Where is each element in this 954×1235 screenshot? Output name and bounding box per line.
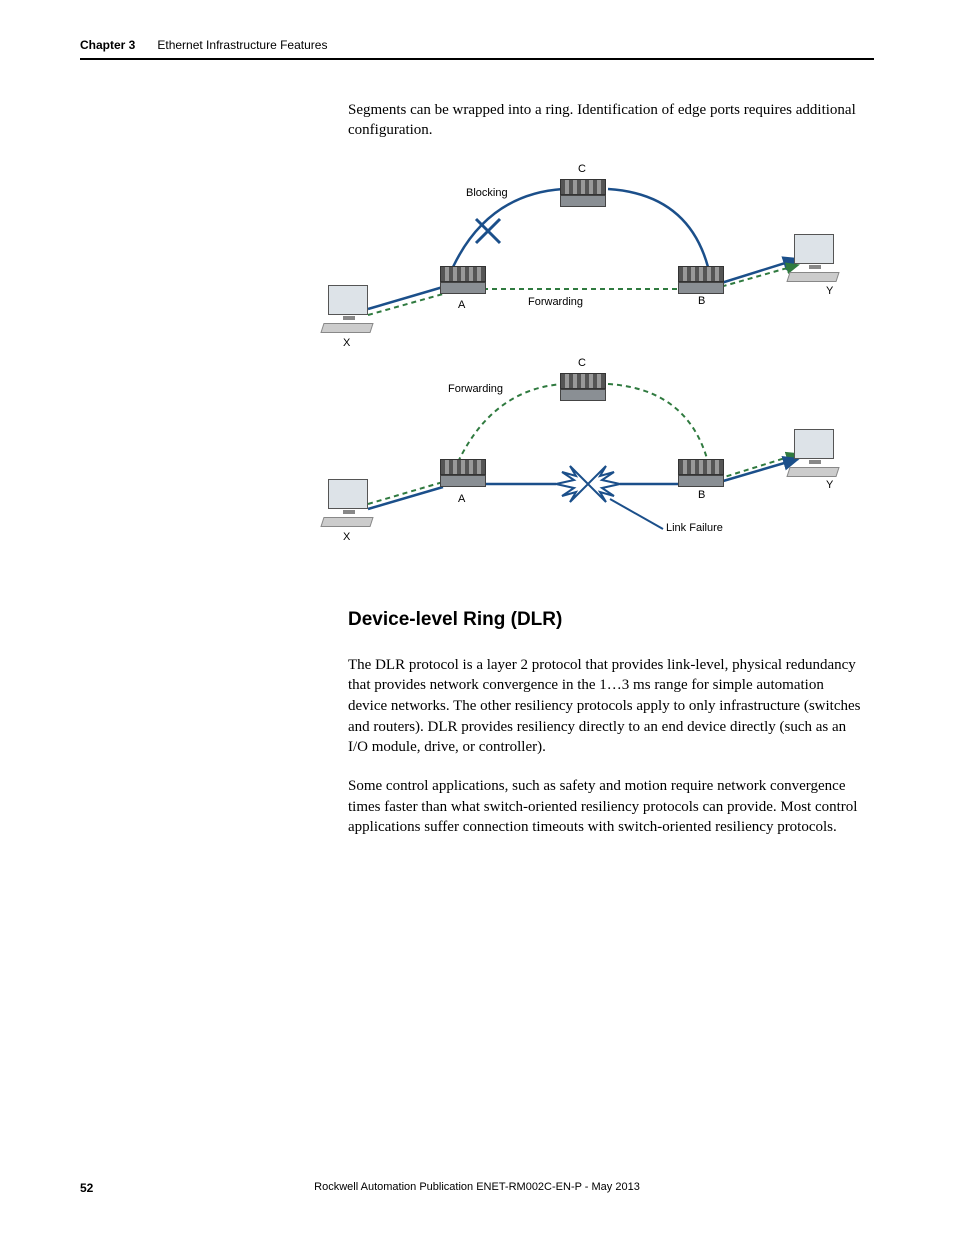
computer-y-top xyxy=(788,234,840,282)
page-header: Chapter 3 Ethernet Infrastructure Featur… xyxy=(80,38,874,60)
switch-c-bottom xyxy=(560,371,606,401)
label-a-top: A xyxy=(458,299,465,311)
switch-a-top xyxy=(440,264,486,294)
chapter-label: Chapter 3 xyxy=(80,38,135,52)
label-link-failure: Link Failure xyxy=(666,522,723,534)
label-c-bottom: C xyxy=(578,357,586,369)
switch-a-bottom xyxy=(440,457,486,487)
footer-publication: Rockwell Automation Publication ENET-RM0… xyxy=(314,1181,640,1193)
section-heading-dlr: Device-level Ring (DLR) xyxy=(348,609,864,631)
label-a-bottom: A xyxy=(458,493,465,505)
label-b-bottom: B xyxy=(698,489,705,501)
label-blocking: Blocking xyxy=(466,187,508,199)
label-c-top: C xyxy=(578,163,586,175)
chapter-title: Ethernet Infrastructure Features xyxy=(157,38,327,52)
switch-b-top xyxy=(678,264,724,294)
switch-c-top xyxy=(560,177,606,207)
label-y-bottom: Y xyxy=(826,479,833,491)
body-paragraph-2: Some control applications, such as safet… xyxy=(348,776,864,838)
label-forwarding-top: Forwarding xyxy=(528,296,583,308)
label-x-bottom: X xyxy=(343,531,350,543)
computer-x-bottom xyxy=(322,479,374,527)
main-content: Segments can be wrapped into a ring. Ide… xyxy=(348,100,864,838)
computer-x-top xyxy=(322,285,374,333)
label-forwarding-bottom: Forwarding xyxy=(448,383,503,395)
switch-b-bottom xyxy=(678,457,724,487)
label-y-top: Y xyxy=(826,285,833,297)
body-paragraph-1: The DLR protocol is a layer 2 protocol t… xyxy=(348,655,864,758)
page-footer: 52 Rockwell Automation Publication ENET-… xyxy=(0,1181,954,1195)
label-x-top: X xyxy=(343,337,350,349)
label-b-top: B xyxy=(698,295,705,307)
network-diagram: Blocking C A Forwarding B X Y C Forwardi… xyxy=(308,159,848,559)
page-number: 52 xyxy=(80,1181,93,1195)
computer-y-bottom xyxy=(788,429,840,477)
intro-paragraph: Segments can be wrapped into a ring. Ide… xyxy=(348,100,864,141)
